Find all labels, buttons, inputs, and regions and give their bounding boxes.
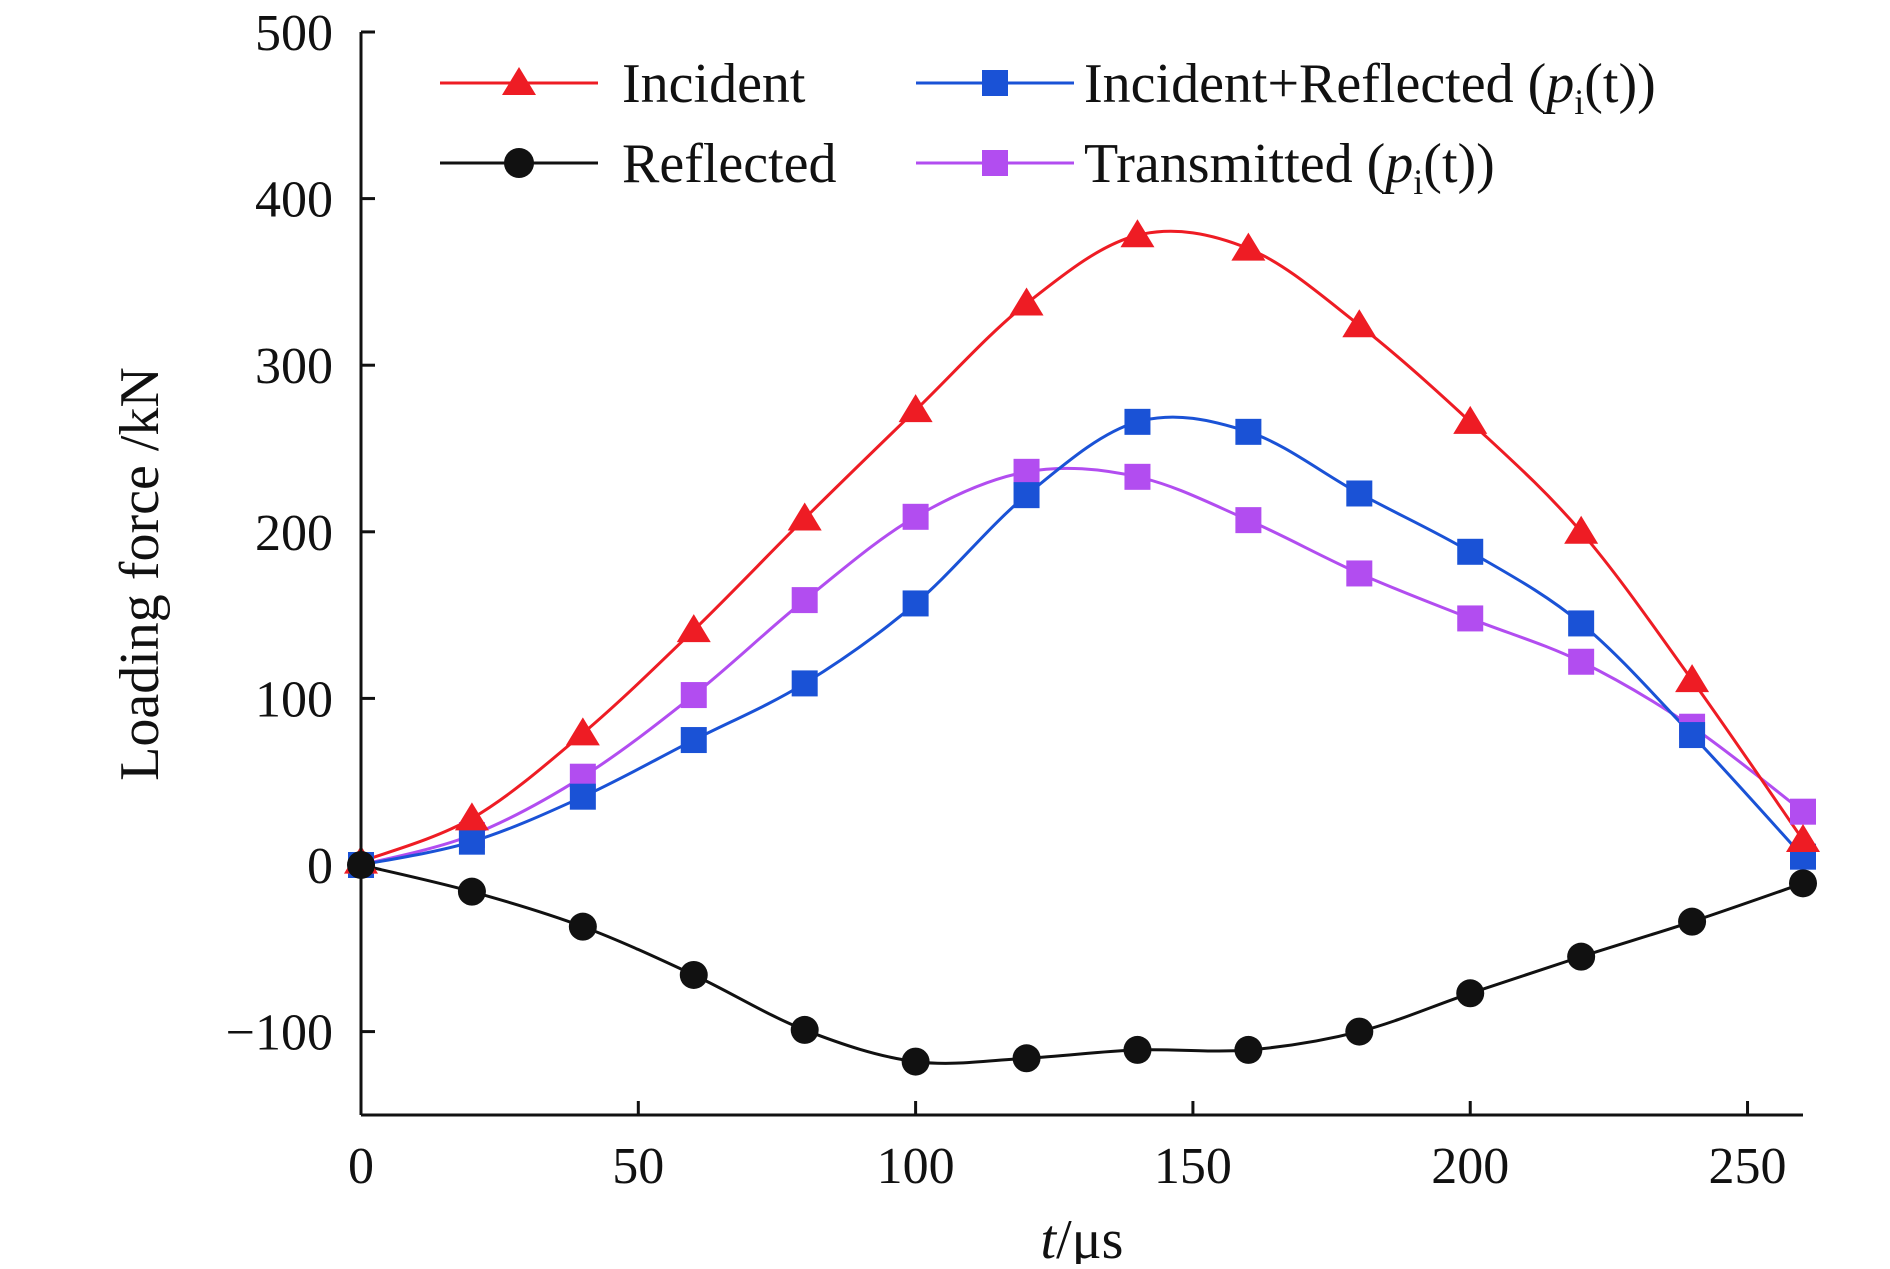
legend-item-transmitted: Transmitted (pi(t)) xyxy=(916,133,1495,202)
data-point-square xyxy=(1457,605,1484,632)
y-tick-label: 0 xyxy=(307,838,333,895)
legend-item-incident: Incident xyxy=(440,53,806,115)
data-point-triangle xyxy=(454,802,489,831)
data-point-square xyxy=(1346,480,1373,507)
data-point-square xyxy=(1235,507,1262,534)
data-point-triangle xyxy=(1564,515,1599,544)
legend-label-p: p xyxy=(1381,133,1413,195)
data-point-circle xyxy=(679,960,708,989)
data-point-square xyxy=(1124,463,1151,490)
series-markers xyxy=(344,219,1820,1076)
legend-label-main: Incident+Reflected ( xyxy=(1084,53,1546,115)
data-point-circle xyxy=(1123,1035,1152,1064)
legend-label-incident: Incident xyxy=(622,53,806,115)
legend-triangle-marker xyxy=(502,67,536,95)
data-point-triangle xyxy=(1342,309,1377,338)
legend-label-tail: (t)) xyxy=(1584,53,1656,115)
x-tick-label: 100 xyxy=(877,1138,955,1195)
y-tick-label: 300 xyxy=(255,338,333,395)
data-point-triangle xyxy=(565,717,600,746)
axis-ticks: 0 50 100 150 200 250 500 400 300 200 100 0 −100 xyxy=(226,5,1787,1195)
y-tick-label: 100 xyxy=(255,671,333,728)
x-tick-label: 50 xyxy=(612,1138,664,1195)
data-point-triangle xyxy=(676,614,711,643)
legend-label-sub: i xyxy=(1413,162,1423,202)
x-tick-label: 250 xyxy=(1709,1138,1787,1195)
data-point-triangle xyxy=(787,502,822,531)
y-tick-label: 500 xyxy=(255,5,333,62)
legend-label-transmitted: Transmitted (pi(t)) xyxy=(1084,133,1495,202)
legend-square-marker xyxy=(982,150,1008,176)
legend-circle-marker xyxy=(504,148,534,178)
legend-label-tail: (t)) xyxy=(1423,133,1495,195)
axes xyxy=(359,32,1803,1117)
data-point-circle xyxy=(790,1015,819,1044)
data-point-circle xyxy=(1678,907,1707,936)
data-point-circle xyxy=(457,877,486,906)
legend-label-incident-reflected: Incident+Reflected (pi(t)) xyxy=(1084,53,1656,122)
data-point-circle xyxy=(1456,979,1485,1008)
data-point-circle xyxy=(901,1047,930,1076)
data-point-square xyxy=(902,503,929,530)
data-point-circle xyxy=(568,912,597,941)
data-point-square xyxy=(1346,560,1373,587)
data-point-square xyxy=(1013,482,1040,509)
y-tick-label: 400 xyxy=(255,172,333,229)
x-axis-title-italic: t xyxy=(1041,1209,1058,1264)
data-point-triangle xyxy=(898,394,933,423)
data-point-square xyxy=(1457,538,1484,565)
data-point-square xyxy=(1013,458,1040,485)
data-point-square xyxy=(791,670,818,697)
data-point-square xyxy=(569,783,596,810)
data-point-square xyxy=(1568,648,1595,675)
data-point-triangle xyxy=(1120,219,1155,248)
legend-label-reflected: Reflected xyxy=(622,133,837,195)
data-point-square xyxy=(1679,722,1706,749)
data-point-circle xyxy=(1012,1044,1041,1073)
data-point-triangle xyxy=(1675,664,1710,693)
x-tick-label: 200 xyxy=(1431,1138,1509,1195)
legend-label-sub: i xyxy=(1574,82,1584,122)
data-point-square xyxy=(1235,418,1262,445)
data-point-square xyxy=(791,587,818,614)
data-point-square xyxy=(1124,408,1151,435)
legend-label-p: p xyxy=(1542,53,1574,115)
data-point-circle xyxy=(1234,1035,1263,1064)
y-axis-title: Loading force /kN xyxy=(109,367,171,781)
data-point-square xyxy=(1790,798,1816,825)
data-point-square xyxy=(680,682,707,709)
x-tick-label: 150 xyxy=(1154,1138,1232,1195)
data-point-triangle xyxy=(1231,232,1266,261)
data-point-circle xyxy=(1345,1017,1374,1046)
x-axis-title: t/μs xyxy=(1041,1209,1124,1264)
data-point-square xyxy=(1568,610,1595,637)
data-point-circle xyxy=(1567,942,1596,971)
data-point-circle xyxy=(1789,869,1817,898)
x-tick-label: 0 xyxy=(348,1138,374,1195)
legend: Incident Reflected Incident+Reflected (p… xyxy=(440,53,1656,202)
legend-item-incident-reflected: Incident+Reflected (pi(t)) xyxy=(916,53,1656,122)
legend-item-reflected: Reflected xyxy=(440,133,837,195)
data-point-triangle xyxy=(1009,287,1044,316)
data-point-triangle xyxy=(1453,405,1488,434)
data-point-triangle xyxy=(1786,824,1820,853)
series-line-1 xyxy=(360,863,1804,1065)
legend-square-marker xyxy=(982,70,1008,96)
data-point-square xyxy=(458,828,485,855)
y-tick-label: −100 xyxy=(226,1005,333,1062)
x-axis-title-unit: /μs xyxy=(1056,1209,1123,1264)
data-point-square xyxy=(680,727,707,754)
legend-label-main: Transmitted ( xyxy=(1084,133,1385,195)
y-tick-label: 200 xyxy=(255,505,333,562)
data-point-square xyxy=(902,590,929,617)
